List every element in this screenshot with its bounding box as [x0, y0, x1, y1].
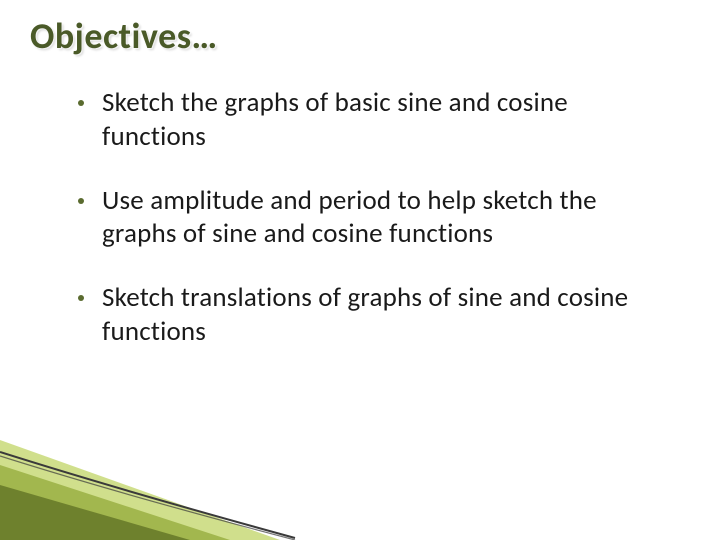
- bullet-text: Use amplitude and period to help sketch …: [102, 184, 630, 252]
- list-item: Sketch translations of graphs of sine an…: [78, 281, 630, 349]
- bullet-text: Sketch translations of graphs of sine an…: [102, 281, 630, 349]
- list-item: Use amplitude and period to help sketch …: [78, 184, 630, 252]
- corner-decoration: [0, 430, 300, 540]
- slide: Objectives… Sketch the graphs of basic s…: [0, 0, 720, 540]
- content-area: Sketch the graphs of basic sine and cosi…: [30, 86, 690, 349]
- bullet-text: Sketch the graphs of basic sine and cosi…: [102, 86, 630, 154]
- slide-title: Objectives…: [30, 14, 690, 58]
- list-item: Sketch the graphs of basic sine and cosi…: [78, 86, 630, 154]
- bullet-icon: [78, 295, 84, 301]
- bullet-icon: [78, 198, 84, 204]
- bullet-icon: [78, 100, 84, 106]
